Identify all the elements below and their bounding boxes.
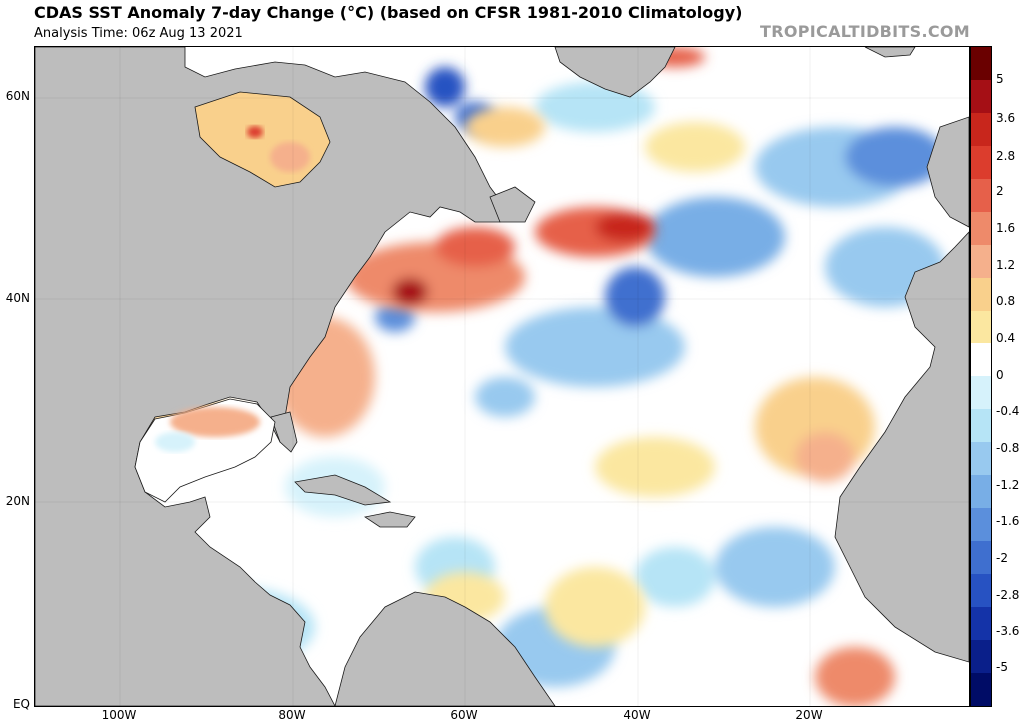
colorbar-tick-label: 0	[996, 368, 1004, 382]
lon-label-60w: 60W	[450, 708, 478, 722]
colorbar-segment	[971, 47, 991, 80]
colorbar-segment	[971, 79, 991, 113]
florida-land	[270, 411, 298, 453]
analysis-time: Analysis Time: 06z Aug 13 2021	[34, 26, 243, 41]
colorbar-tick-label: -1.6	[996, 514, 1020, 528]
greenland-land	[554, 47, 676, 98]
colorbar-tick-label: 5	[996, 72, 1004, 86]
sst-anomaly-map	[34, 46, 970, 707]
lon-label-80w: 80W	[278, 708, 306, 722]
colorbar-segment	[971, 376, 991, 410]
newfoundland-land	[489, 186, 536, 223]
colorbar-tick-label: 3.6	[996, 111, 1016, 125]
colorbar-segment	[971, 475, 991, 509]
gulf-of-mexico	[134, 398, 276, 503]
lat-label-40n: 40N	[5, 291, 30, 305]
land-masses	[35, 47, 969, 706]
lon-label-40w: 40W	[623, 708, 651, 722]
lon-label-100w: 100W	[101, 708, 137, 722]
colorbar-tick-label: 0.4	[996, 331, 1016, 345]
colorbar-segment	[971, 606, 991, 640]
colorbar-tick-label: 2.8	[996, 149, 1016, 163]
colorbar-tick-label: -2	[996, 551, 1008, 565]
colorbar-tick-label: -1.2	[996, 478, 1020, 492]
colorbar-tick-label: -5	[996, 660, 1008, 674]
colorbar-segment	[971, 211, 991, 245]
iceland-land	[864, 47, 916, 58]
colorbar-segment	[971, 112, 991, 146]
map-canvas	[35, 47, 969, 706]
cuba-land	[294, 474, 392, 506]
graticule	[35, 47, 969, 706]
colorbar-segment	[971, 541, 991, 574]
lat-label-20n: 20N	[5, 494, 30, 508]
colorbar-tick-label: 1.2	[996, 258, 1016, 272]
colorbar-tick-label: 0.8	[996, 294, 1016, 308]
colorbar-segment	[971, 442, 991, 476]
colorbar-segment	[971, 145, 991, 179]
brand-watermark: TROPICALTIDBITS.COM	[760, 22, 970, 41]
colorbar-segment	[971, 574, 991, 607]
lat-label-eq: EQ	[12, 697, 30, 711]
colorbar-tick-label: -0.4	[996, 404, 1020, 418]
lon-label-20w: 20W	[795, 708, 823, 722]
colorbar-tick-label: 2	[996, 184, 1004, 198]
colorbar-segment	[971, 639, 991, 673]
colorbar-segment	[971, 508, 991, 542]
colorbar-segment	[971, 244, 991, 278]
british-isles-land	[926, 116, 969, 228]
hispaniola-land	[363, 511, 416, 528]
colorbar-segment	[971, 277, 991, 311]
map-title: CDAS SST Anomaly 7-day Change (°C) (base…	[34, 3, 743, 22]
colorbar-tick-label: -2.8	[996, 588, 1020, 602]
colorbar-tick-label: -3.6	[996, 624, 1020, 638]
europe-africa-land	[834, 231, 969, 663]
colorbar-segment	[971, 178, 991, 212]
colorbar-segment	[971, 310, 991, 344]
colorbar	[970, 46, 992, 707]
colorbar-tick-label: 1.6	[996, 221, 1016, 235]
colorbar-segment	[971, 343, 991, 377]
hudson-bay	[194, 91, 331, 188]
colorbar-segment	[971, 409, 991, 443]
north-america-land	[35, 47, 556, 706]
colorbar-segment	[971, 672, 991, 706]
lat-label-60n: 60N	[5, 89, 30, 103]
colorbar-tick-label: -0.8	[996, 441, 1020, 455]
